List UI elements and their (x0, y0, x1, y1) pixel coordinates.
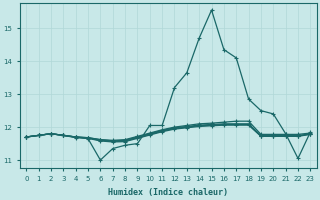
X-axis label: Humidex (Indice chaleur): Humidex (Indice chaleur) (108, 188, 228, 197)
